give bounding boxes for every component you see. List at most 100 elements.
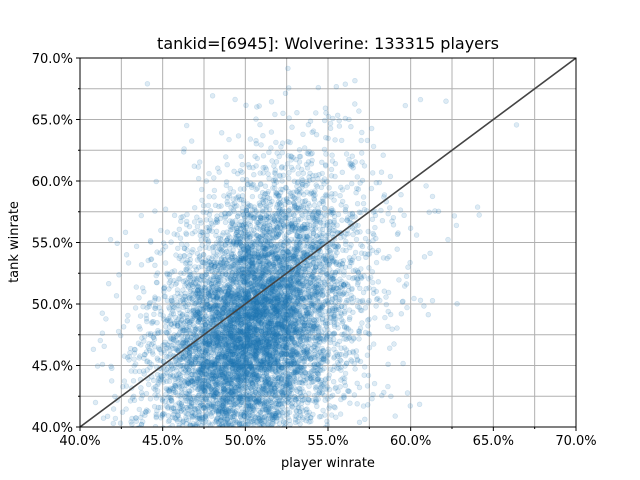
data-point [353, 190, 359, 196]
data-point [361, 163, 368, 169]
data-point [386, 254, 392, 260]
data-point [128, 368, 135, 374]
data-point [238, 340, 245, 346]
data-point [341, 394, 347, 400]
data-point [229, 389, 235, 395]
data-point [337, 193, 343, 199]
data-point [133, 435, 138, 440]
data-point [351, 392, 358, 398]
data-point [295, 396, 302, 402]
data-point [198, 220, 204, 226]
data-point [242, 346, 249, 352]
data-point [259, 209, 265, 215]
data-point [127, 430, 132, 435]
data-point [219, 429, 224, 434]
data-point [184, 218, 190, 225]
data-point [260, 273, 267, 280]
data-point [417, 96, 424, 103]
data-point [404, 304, 410, 311]
data-point [186, 223, 193, 230]
data-point [241, 343, 248, 349]
data-point [164, 270, 170, 276]
data-point [121, 378, 128, 384]
data-point [239, 335, 245, 342]
data-point [411, 295, 417, 302]
data-point [284, 275, 290, 281]
data-point [266, 276, 272, 283]
data-point [326, 185, 332, 191]
data-point [261, 245, 267, 251]
data-point [241, 186, 247, 192]
data-point [186, 436, 191, 441]
data-point [225, 289, 232, 295]
data-point [257, 121, 263, 128]
data-point [325, 294, 332, 300]
data-point [181, 428, 186, 433]
data-point [271, 255, 277, 262]
data-point [228, 264, 234, 271]
data-point [309, 129, 315, 136]
data-point [207, 339, 213, 345]
data-point [225, 307, 231, 313]
data-point [211, 175, 217, 181]
data-point [300, 131, 306, 138]
data-point [151, 403, 158, 410]
data-point [199, 432, 204, 437]
data-point [203, 435, 208, 440]
data-point [327, 125, 334, 132]
data-point [181, 426, 184, 427]
data-point [321, 146, 328, 153]
data-point [306, 390, 312, 397]
data-point [270, 435, 275, 440]
data-point [224, 426, 227, 427]
data-point [257, 170, 263, 176]
data-point [245, 372, 252, 378]
data-point [206, 393, 213, 399]
data-point [403, 273, 410, 279]
data-point [266, 149, 272, 156]
data-point [337, 411, 344, 417]
data-point [191, 219, 198, 225]
data-point [339, 169, 345, 176]
data-point [110, 406, 117, 412]
data-point [279, 150, 285, 156]
data-point [361, 372, 367, 378]
data-point [200, 437, 205, 442]
data-point [235, 133, 242, 139]
data-point [181, 146, 187, 152]
data-point [366, 345, 373, 351]
data-point [238, 300, 245, 306]
data-point [224, 399, 230, 405]
data-point [286, 115, 292, 121]
data-point [168, 239, 174, 245]
data-point [220, 372, 226, 378]
data-point [206, 170, 212, 177]
data-point [184, 370, 190, 376]
data-point [255, 219, 261, 226]
data-point [352, 249, 359, 256]
data-point [280, 265, 287, 271]
data-point [176, 226, 183, 233]
data-point [311, 202, 318, 209]
data-point [286, 170, 292, 176]
data-point [225, 282, 231, 288]
data-point [331, 379, 337, 385]
data-point [194, 224, 201, 230]
data-point [180, 339, 186, 346]
data-point [252, 347, 259, 353]
data-point [362, 305, 369, 311]
data-point [394, 325, 400, 331]
data-point [194, 429, 199, 434]
data-point [206, 245, 212, 251]
data-point [214, 213, 220, 219]
data-point [354, 201, 361, 207]
data-point [238, 411, 244, 417]
data-point [257, 401, 263, 407]
data-point [297, 426, 300, 427]
data-point [174, 428, 179, 433]
data-point [209, 93, 216, 99]
data-point [293, 431, 298, 436]
data-point [147, 396, 154, 402]
data-point [217, 312, 223, 318]
data-point [196, 348, 202, 354]
